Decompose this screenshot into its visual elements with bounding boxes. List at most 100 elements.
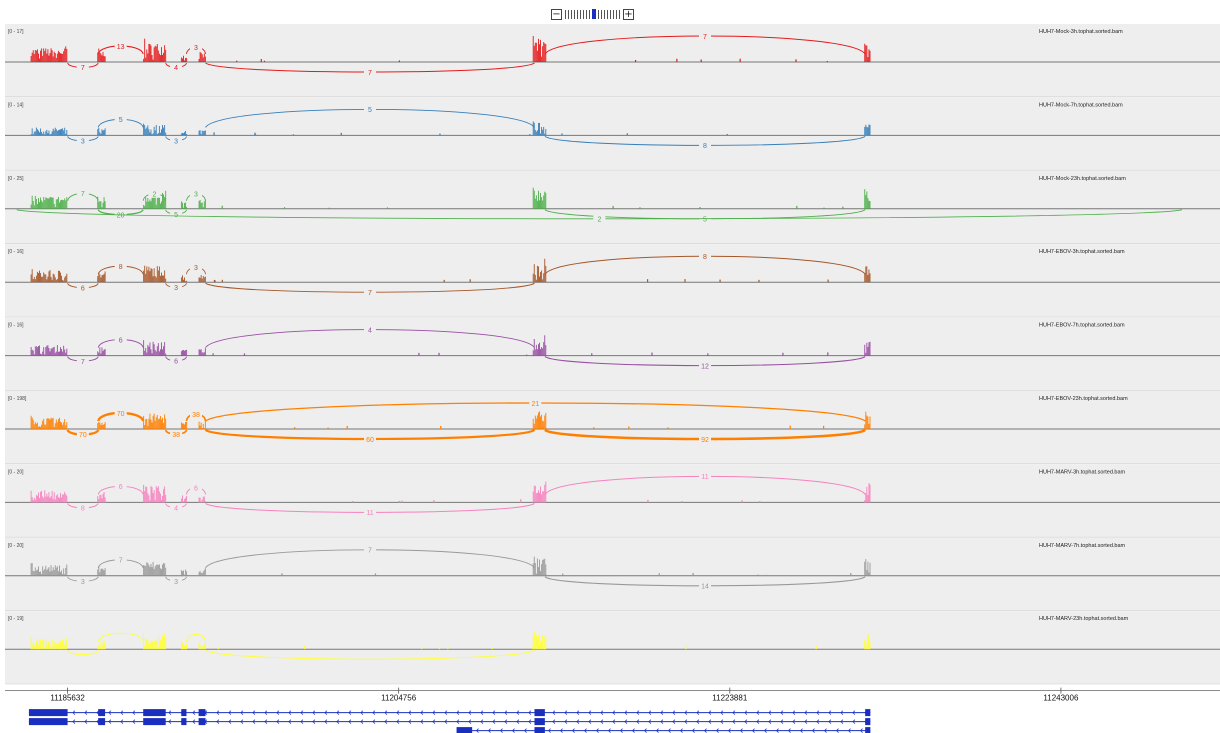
coverage-bar	[540, 486, 541, 503]
track-name: HUH7-Mock-3h.tophat.sorted.bam	[1039, 29, 1123, 35]
junction-count-label: 38	[192, 412, 200, 419]
zoom-tick[interactable]	[601, 9, 602, 19]
strand-arrow	[528, 719, 532, 724]
coverage-bar	[158, 636, 160, 650]
coverage-bar	[533, 423, 535, 429]
coverage-bar	[39, 426, 40, 429]
coverage-bar	[150, 640, 152, 650]
strand-arrow	[264, 719, 268, 724]
coverage-bar	[203, 496, 205, 503]
coverage-bar	[162, 495, 163, 503]
zoom-in-button[interactable]: +	[623, 8, 634, 20]
coverage-bar	[543, 559, 545, 576]
zoom-tick[interactable]	[583, 9, 584, 19]
strand-arrow	[648, 710, 652, 715]
zoom-tick[interactable]	[565, 9, 566, 19]
coverage-bar	[46, 197, 48, 209]
junction-label-bg	[170, 503, 183, 512]
junction-label-bg	[364, 325, 376, 334]
coverage-bar	[55, 199, 57, 209]
strand-arrow	[528, 710, 532, 715]
coverage-bar	[658, 573, 660, 576]
zoom-tick[interactable]	[586, 9, 587, 19]
coverage-bar	[33, 131, 35, 136]
zoom-tick[interactable]	[598, 9, 599, 19]
zoom-tick[interactable]	[610, 9, 611, 19]
coverage-bar	[49, 197, 51, 209]
zoom-tick[interactable]	[619, 9, 620, 19]
coverage-bar	[35, 423, 37, 429]
zoom-tick[interactable]	[589, 9, 590, 19]
coverage-bar	[66, 273, 68, 283]
coverage-bar	[44, 134, 46, 136]
coverage-bar	[869, 641, 871, 650]
data-range-label: [0 - 20]	[8, 543, 24, 549]
junction-count-label: 3	[194, 45, 198, 52]
zoom-tick[interactable]	[604, 9, 605, 19]
zoom-current-tick[interactable]	[592, 9, 596, 19]
coverage-bar	[101, 129, 103, 136]
junction-count-label: 8	[703, 143, 707, 150]
coverage-bar	[30, 134, 32, 136]
junction-count-label: 8	[81, 506, 85, 513]
zoom-tick[interactable]	[568, 9, 569, 19]
coverage-bar	[685, 646, 687, 650]
coverage-bar	[532, 350, 534, 356]
coverage-bar	[51, 348, 53, 356]
zoom-tick[interactable]	[607, 9, 608, 19]
strand-arrow	[564, 719, 568, 724]
gene-model[interactable]	[28, 709, 871, 733]
coverage-bar	[204, 641, 206, 650]
strand-arrow	[324, 710, 328, 715]
strand-arrow	[732, 719, 736, 724]
coverage-bar	[144, 424, 146, 429]
transcript-exon	[181, 709, 187, 717]
zoom-tick[interactable]	[613, 9, 614, 19]
genomic-axis: 11185632 11204756 11223881 11243006	[5, 687, 1220, 703]
strand-arrow	[704, 728, 707, 733]
coverage-bar	[64, 198, 66, 209]
coverage-bar	[158, 351, 160, 356]
zoom-tick[interactable]	[577, 9, 578, 19]
zoom-tick[interactable]	[616, 9, 617, 19]
coverage-bar	[154, 566, 156, 576]
coverage-bar	[38, 53, 39, 62]
coverage-bar	[153, 413, 155, 429]
coverage-bar	[40, 197, 42, 209]
junction-label-bg	[190, 483, 202, 492]
zoom-tick[interactable]	[574, 9, 575, 19]
coverage-bar	[46, 493, 48, 503]
data-range-label: [0 - 25]	[8, 176, 24, 182]
zoom-tick[interactable]	[580, 9, 581, 19]
junction-label-bg	[170, 430, 183, 439]
coverage-bar	[36, 638, 38, 650]
coverage-bar	[35, 495, 37, 503]
zoom-out-button[interactable]: −	[551, 8, 562, 20]
track-background	[5, 170, 1220, 244]
strand-arrow	[516, 710, 520, 715]
coverage-bar	[684, 279, 686, 283]
coverage-bar	[156, 133, 158, 136]
junction-count-label: 60	[366, 437, 374, 444]
coverage-bar	[32, 419, 34, 429]
coverage-bar	[864, 189, 866, 209]
zoom-level-ticks[interactable]	[565, 9, 620, 19]
strand-arrow	[848, 728, 851, 733]
coverage-bar	[155, 486, 157, 503]
coverage-bar	[545, 192, 547, 209]
coverage-bar	[103, 570, 105, 576]
coverage-bar	[36, 422, 38, 429]
coverage-bar	[865, 559, 867, 576]
coverage-track: [0 - 16] HUH7-EBOV-7h.tophat.sorted.bam 6 7…	[5, 317, 1220, 391]
coverage-bar	[149, 199, 151, 209]
coverage-bar	[50, 417, 52, 429]
junction-count-label: 7	[81, 359, 85, 366]
coverage-bar	[159, 132, 161, 136]
coverage-bar	[186, 280, 188, 283]
coverage-bar	[66, 197, 68, 209]
coverage-bar	[154, 639, 156, 650]
zoom-tick[interactable]	[571, 9, 572, 19]
junction-arc	[67, 649, 99, 656]
coverage-bar	[181, 423, 183, 429]
coverage-bar	[46, 53, 48, 62]
